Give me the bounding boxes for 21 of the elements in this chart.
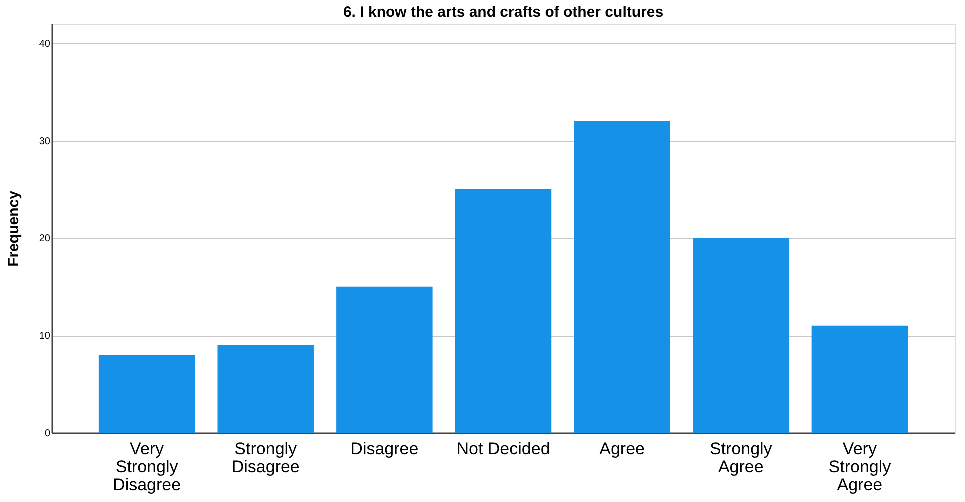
bar xyxy=(812,326,908,433)
y-tick-label: 30 xyxy=(39,136,51,148)
x-tick-label: Agree xyxy=(600,440,646,458)
chart-title: 6. I know the arts and crafts of other cultures xyxy=(343,4,664,21)
x-tick-label: Strongly Disagree xyxy=(232,440,300,476)
y-tick-label: 20 xyxy=(39,234,51,245)
y-tick-label: 40 xyxy=(39,38,51,50)
bar xyxy=(574,121,670,433)
bar xyxy=(336,286,433,433)
x-tick-label: Not Decided xyxy=(456,440,550,458)
x-tick-label: Very Strongly Disagree xyxy=(113,440,182,494)
x-tick-label: Disagree xyxy=(350,440,419,458)
bar xyxy=(218,345,314,433)
y-axis-title: Frequency xyxy=(5,190,22,267)
x-tick-label: Strongly Agree xyxy=(710,440,773,476)
y-tick-label: 10 xyxy=(39,331,51,342)
y-tick-label: 0 xyxy=(44,428,51,440)
x-tick-label: Very Strongly Agree xyxy=(828,440,892,494)
bar xyxy=(693,238,790,433)
bar xyxy=(455,190,552,433)
bar xyxy=(98,355,196,433)
